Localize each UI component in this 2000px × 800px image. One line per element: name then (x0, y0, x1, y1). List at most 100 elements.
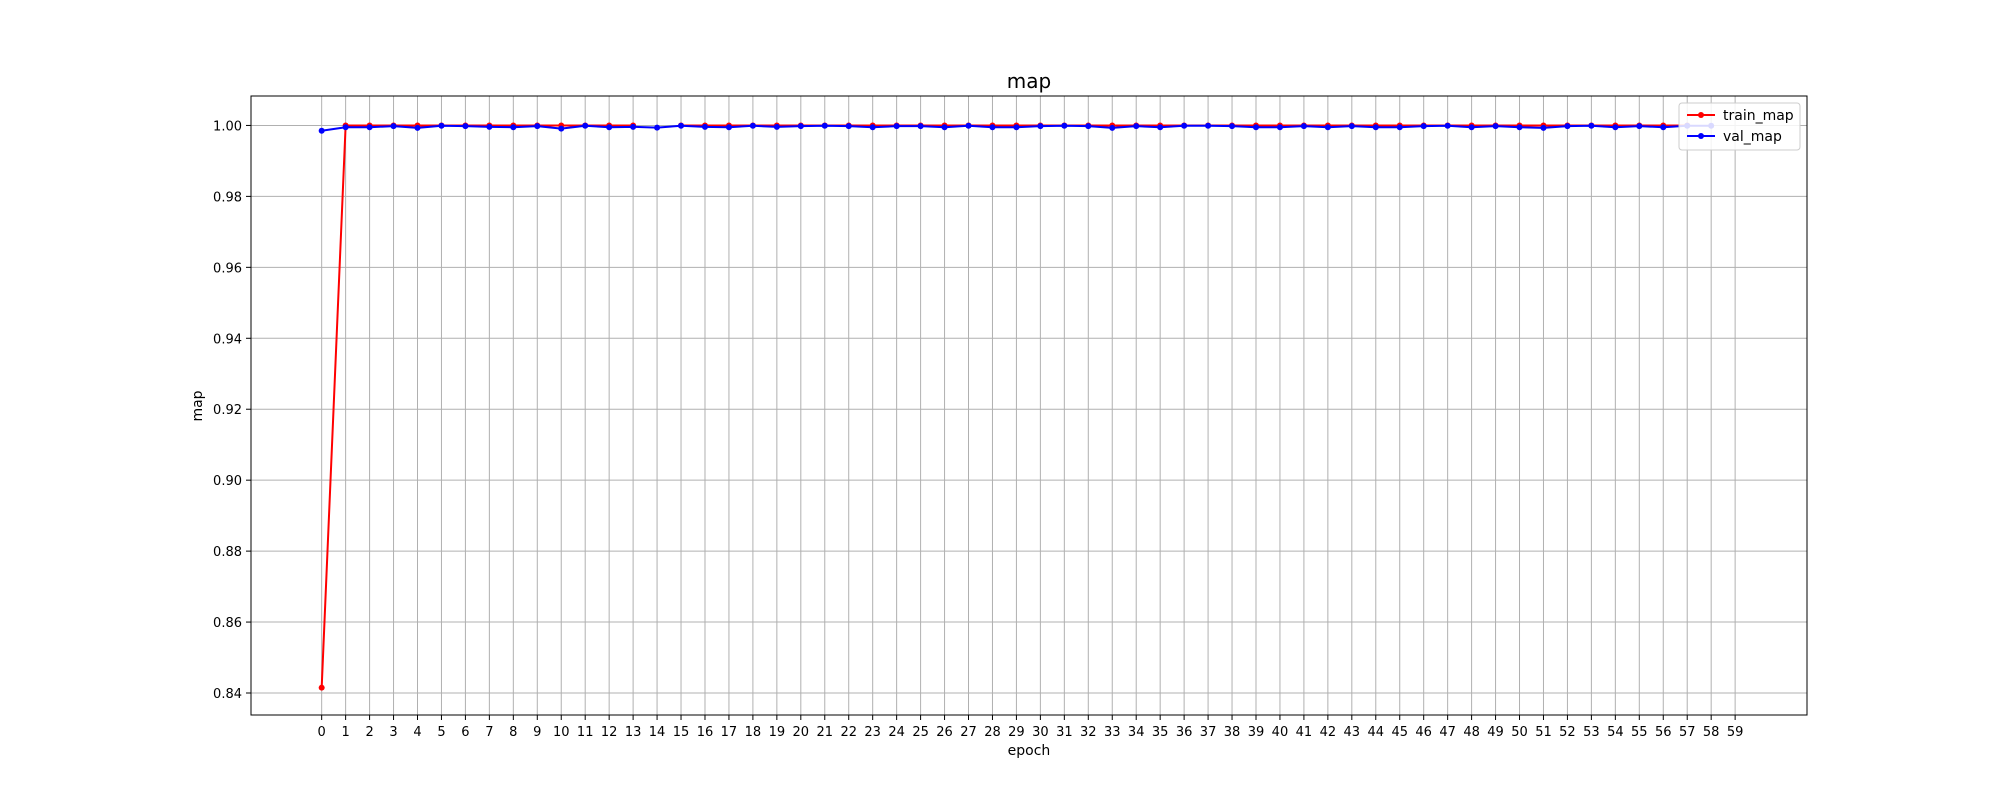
data-point-val-map (438, 122, 445, 129)
data-point-val-map (582, 122, 589, 129)
x-tick-label: 12 (601, 725, 618, 740)
series-val-map (318, 122, 1715, 134)
series-layer (318, 122, 1715, 691)
x-tick-label: 2 (365, 725, 373, 740)
x-tick-label: 24 (888, 725, 905, 740)
plot-frame (250, 95, 1808, 716)
data-point-val-map (366, 124, 373, 131)
data-point-val-map (1181, 122, 1188, 129)
data-point-val-map (845, 123, 852, 130)
data-point-val-map (1564, 123, 1571, 130)
data-point-val-map (965, 122, 972, 129)
y-tick-label: 0.98 (213, 190, 242, 205)
x-tick-label: 42 (1320, 725, 1337, 740)
legend-marker-train-map (1698, 112, 1704, 118)
data-point-val-map (534, 123, 541, 130)
x-tick-label: 45 (1391, 725, 1408, 740)
legend: train_map val_map (1678, 102, 1801, 151)
x-axis: 0 1 2 3 4 5 6 7 8 9 10 11 12 13 14 15 16 17 18 19 20 21 22 23 24… (318, 715, 1744, 740)
data-point-val-map (1660, 124, 1667, 131)
x-tick-label: 17 (721, 725, 738, 740)
data-point-val-map (1468, 124, 1475, 131)
x-tick-label: 32 (1080, 725, 1097, 740)
x-tick-label: 11 (577, 725, 594, 740)
x-tick-label: 47 (1439, 725, 1456, 740)
data-point-val-map (1420, 123, 1427, 130)
data-point-val-map (893, 123, 900, 130)
x-tick-label: 55 (1631, 725, 1648, 740)
data-point-val-map (821, 122, 828, 129)
x-tick-label: 20 (793, 725, 810, 740)
data-point-val-map (1540, 124, 1547, 131)
data-point-val-map (1588, 122, 1595, 129)
data-point-val-map (1636, 123, 1643, 130)
x-tick-label: 18 (745, 725, 762, 740)
x-tick-label: 48 (1463, 725, 1480, 740)
y-tick-label: 0.96 (213, 261, 242, 276)
x-tick-label: 5 (437, 725, 445, 740)
data-point-val-map (749, 122, 756, 129)
data-point-val-map (318, 127, 325, 134)
x-tick-label: 26 (936, 725, 953, 740)
x-tick-label: 49 (1487, 725, 1504, 740)
x-tick-label: 6 (461, 725, 469, 740)
data-point-val-map (558, 125, 565, 132)
data-point-val-map (1276, 124, 1283, 131)
x-tick-label: 59 (1727, 725, 1744, 740)
x-tick-label: 33 (1104, 725, 1121, 740)
data-point-val-map (1133, 123, 1140, 130)
y-tick-label: 0.86 (213, 616, 242, 631)
x-tick-label: 44 (1368, 725, 1385, 740)
x-tick-label: 25 (912, 725, 929, 740)
data-point-val-map (510, 124, 517, 131)
data-point-val-map (606, 124, 613, 131)
y-tick-label: 0.94 (213, 332, 242, 347)
legend-marker-val-map (1698, 133, 1704, 139)
x-tick-label: 3 (389, 725, 397, 740)
x-tick-label: 43 (1344, 725, 1361, 740)
y-tick-label: 0.90 (213, 474, 242, 489)
x-tick-label: 0 (318, 725, 326, 740)
x-tick-label: 19 (769, 725, 786, 740)
x-tick-label: 54 (1607, 725, 1624, 740)
x-tick-label: 53 (1583, 725, 1600, 740)
data-point-val-map (1205, 122, 1212, 129)
x-tick-label: 58 (1703, 725, 1720, 740)
data-point-val-map (1061, 122, 1068, 129)
y-axis-label: map (190, 390, 206, 421)
data-point-val-map (1516, 124, 1523, 131)
data-point-val-map (1612, 124, 1619, 131)
data-point-val-map (701, 123, 708, 130)
y-tick-label: 0.84 (213, 687, 242, 702)
data-point-val-map (462, 123, 469, 130)
x-axis-label: epoch (1008, 743, 1051, 759)
x-tick-label: 38 (1224, 725, 1241, 740)
y-axis: 0.84 0.86 0.88 0.90 0.92 0.94 0.96 0.98 1.00 (213, 119, 251, 702)
data-point-val-map (486, 123, 493, 130)
data-point-val-map (1013, 124, 1020, 131)
data-point-val-map (869, 124, 876, 131)
data-point-val-map (941, 124, 948, 131)
data-point-val-map (1085, 123, 1092, 130)
data-point-val-map (678, 122, 685, 129)
x-tick-label: 41 (1296, 725, 1313, 740)
y-tick-label: 0.92 (213, 403, 242, 418)
y-tick-label: 0.88 (213, 545, 242, 560)
data-point-val-map (630, 123, 637, 130)
x-tick-label: 30 (1032, 725, 1049, 740)
x-tick-label: 7 (485, 725, 493, 740)
x-tick-label: 36 (1176, 725, 1193, 740)
x-tick-label: 50 (1511, 725, 1528, 740)
x-tick-label: 4 (413, 725, 421, 740)
data-point-val-map (342, 124, 349, 131)
x-tick-label: 21 (816, 725, 833, 740)
data-point-val-map (797, 123, 804, 130)
x-tick-label: 14 (649, 725, 666, 740)
data-point-val-map (1444, 122, 1451, 129)
data-point-val-map (917, 123, 924, 130)
x-tick-label: 34 (1128, 725, 1145, 740)
x-tick-label: 16 (697, 725, 714, 740)
data-point-val-map (725, 124, 732, 131)
x-tick-label: 9 (533, 725, 541, 740)
data-point-val-map (654, 124, 661, 131)
